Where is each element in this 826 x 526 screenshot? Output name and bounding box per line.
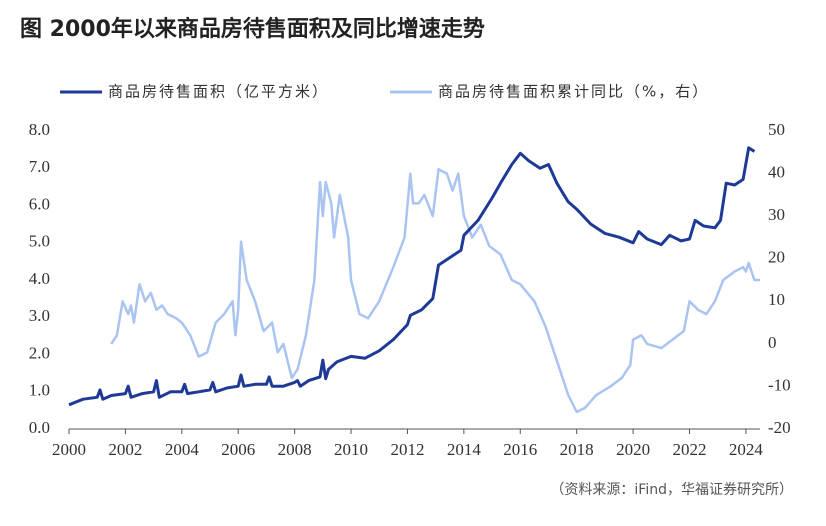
legend-label: 商品房待售面积累计同比（%，右）	[438, 83, 709, 101]
x-tick-label: 2016	[503, 440, 537, 459]
y2-tick-label: 50	[768, 120, 785, 139]
series-line	[110, 168, 760, 414]
chart-title: 图 2000年以来商品房待售面积及同比增速走势	[20, 16, 485, 42]
y-tick-label: 6.0	[29, 194, 50, 213]
y2-tick-label: -10	[768, 375, 791, 394]
y-tick-label: 3.0	[29, 306, 50, 325]
y-tick-label: 1.0	[29, 381, 50, 400]
y2-tick-label: 40	[768, 162, 785, 181]
x-tick-label: 2020	[616, 440, 650, 459]
y2-tick-label: -20	[768, 418, 791, 437]
y-tick-label: 5.0	[29, 232, 50, 251]
source-note: （资料来源：iFind，华福证券研究所）	[550, 482, 793, 498]
y2-tick-label: 10	[768, 290, 785, 309]
legend-label: 商品房待售面积（亿平方米）	[108, 83, 329, 101]
x-tick-label: 2006	[221, 440, 255, 459]
y-tick-label: 7.0	[29, 157, 50, 176]
x-tick-label: 2008	[278, 440, 312, 459]
x-tick-label: 2010	[334, 440, 368, 459]
x-tick-label: 2004	[165, 440, 200, 459]
x-tick-label: 2014	[447, 440, 482, 459]
x-tick-label: 2024	[729, 440, 764, 459]
x-tick-label: 2002	[108, 440, 142, 459]
y-tick-label: 8.0	[29, 120, 50, 139]
y-tick-label: 4.0	[29, 269, 50, 288]
y-tick-label: 0.0	[29, 418, 50, 437]
x-tick-label: 2022	[672, 440, 706, 459]
y-tick-label: 2.0	[29, 343, 50, 362]
y2-tick-label: 20	[768, 248, 785, 267]
x-tick-label: 2000	[52, 440, 86, 459]
x-tick-label: 2018	[560, 440, 594, 459]
series-line	[68, 146, 756, 407]
y2-tick-label: 0	[768, 333, 777, 352]
y2-tick-label: 30	[768, 205, 785, 224]
x-tick-label: 2012	[390, 440, 424, 459]
